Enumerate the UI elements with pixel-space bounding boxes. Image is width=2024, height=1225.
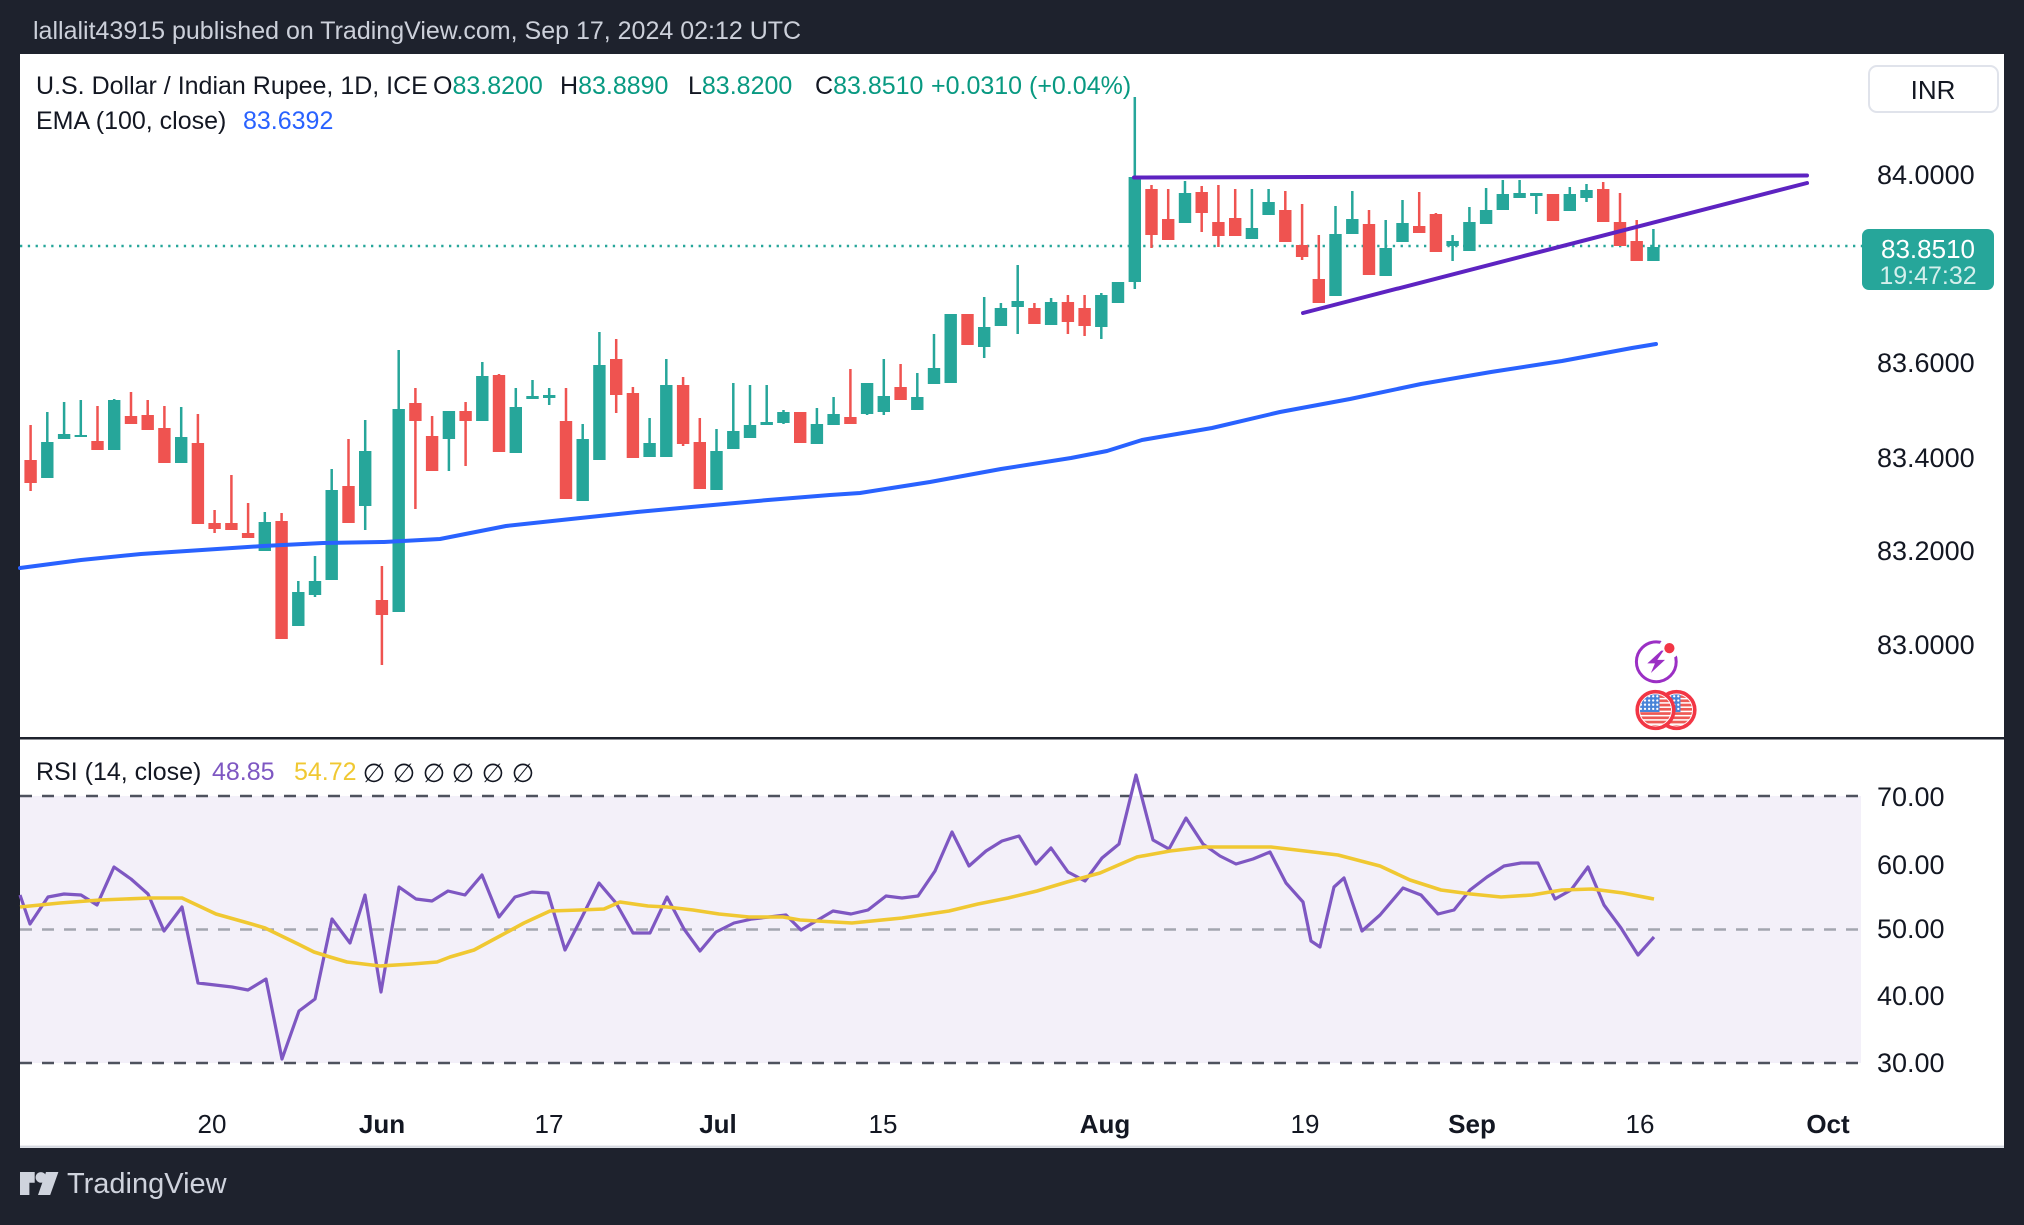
svg-text:∅: ∅ <box>363 758 386 788</box>
svg-text:∅: ∅ <box>393 758 416 788</box>
svg-text:83.2000: 83.2000 <box>1877 536 1975 566</box>
svg-text:15: 15 <box>869 1109 898 1139</box>
svg-text:16: 16 <box>1626 1109 1655 1139</box>
svg-text:40.00: 40.00 <box>1877 981 1945 1011</box>
svg-text:∅: ∅ <box>423 758 446 788</box>
svg-text:EMA (100, close)83.6392: EMA (100, close) 83.6392 <box>36 107 333 135</box>
svg-text:INR: INR <box>1911 75 1956 105</box>
svg-text:20: 20 <box>198 1109 227 1139</box>
svg-text:83.4000: 83.4000 <box>1877 443 1975 473</box>
svg-text:83.6000: 83.6000 <box>1877 348 1975 378</box>
svg-text:84.0000: 84.0000 <box>1877 160 1975 190</box>
svg-text:Oct: Oct <box>1806 1109 1850 1139</box>
svg-text:lallalit43915 published on Tra: lallalit43915 published on TradingView.c… <box>33 17 801 45</box>
svg-text:19:47:32: 19:47:32 <box>1879 262 1976 290</box>
svg-text:Jul: Jul <box>699 1109 737 1139</box>
svg-text:∅: ∅ <box>512 758 535 788</box>
svg-text:∅: ∅ <box>452 758 475 788</box>
svg-text:Sep: Sep <box>1448 1109 1496 1139</box>
svg-text:Jun: Jun <box>359 1109 405 1139</box>
svg-text:70.00: 70.00 <box>1877 782 1945 812</box>
svg-text:U.S. Dollar / Indian Rupee, 1D: U.S. Dollar / Indian Rupee, 1D, ICE O83.8… <box>36 72 1131 100</box>
svg-text:83.0000: 83.0000 <box>1877 630 1975 660</box>
svg-text:TradingView: TradingView <box>67 1168 228 1200</box>
svg-text:30.00: 30.00 <box>1877 1048 1945 1078</box>
svg-text:50.00: 50.00 <box>1877 914 1945 944</box>
svg-text:60.00: 60.00 <box>1877 850 1945 880</box>
svg-text:∅: ∅ <box>482 758 505 788</box>
svg-text:19: 19 <box>1291 1109 1320 1139</box>
svg-text:17: 17 <box>535 1109 564 1139</box>
svg-text:83.8510: 83.8510 <box>1881 234 1975 264</box>
svg-text:Aug: Aug <box>1080 1109 1131 1139</box>
